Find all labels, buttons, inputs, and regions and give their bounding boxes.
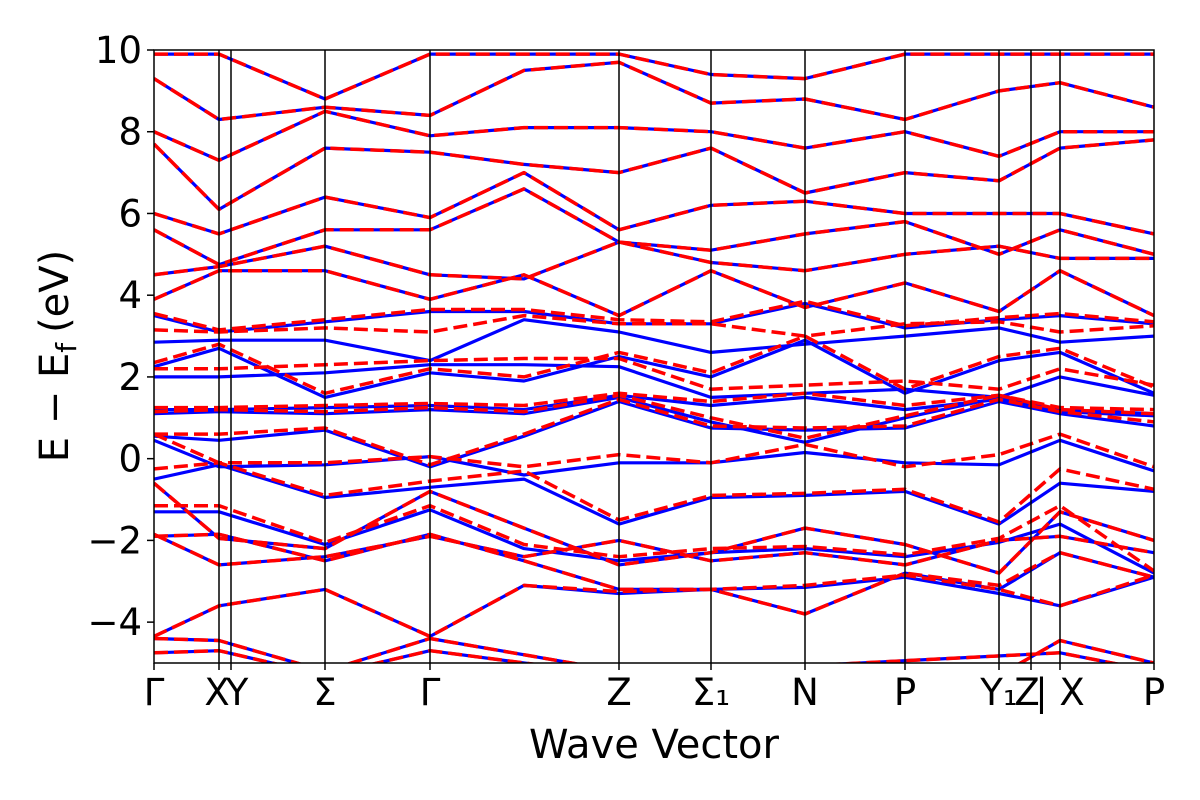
y-tick-label-7: 10 <box>95 29 142 72</box>
band-line-1-14 <box>154 313 1154 338</box>
x-tick-label-3: Σ <box>313 671 336 714</box>
band-line-1-17 <box>154 240 1154 281</box>
x-tick-label-0: Γ <box>144 671 165 714</box>
band-line-1-11 <box>154 391 1154 412</box>
band-line-1-15 <box>154 299 1154 332</box>
band-line-1-6 <box>154 481 1154 575</box>
band-line-1-8 <box>154 432 1154 469</box>
band-line-1-3 <box>154 532 1154 616</box>
x-tick-label-8: P <box>894 671 916 714</box>
x-tick-label-12: P <box>1143 671 1165 714</box>
band-line-1-4 <box>154 532 1154 567</box>
y-tick-label-3: 2 <box>118 356 142 399</box>
band-line-1-23 <box>154 52 1154 101</box>
band-line-0-5 <box>154 508 1154 575</box>
x-tick-label-11: | X <box>1035 671 1085 714</box>
x-tick-label-6: Σ₁ <box>692 671 730 714</box>
x-tick-label-9: Y₁ <box>979 671 1017 714</box>
band-line-1-13 <box>154 334 1154 396</box>
y-tick-label-1: −2 <box>87 519 142 562</box>
band-line-1-12 <box>154 356 1154 391</box>
y-axis-title-subscript: f <box>50 342 83 353</box>
x-tick-label-1: X <box>204 671 229 714</box>
band-line-0-20 <box>154 138 1154 211</box>
x-tick-label-2: Y <box>225 671 249 714</box>
band-line-0-8 <box>154 438 1154 477</box>
bands-layer <box>154 52 1154 663</box>
band-line-1-9 <box>154 397 1154 467</box>
band-line-1-19 <box>154 170 1154 236</box>
y-tick-label-5: 6 <box>118 192 142 235</box>
kpoint-divider-lines <box>218 50 1061 663</box>
band-line-1-21 <box>154 109 1154 163</box>
x-tick-label-4: Γ <box>420 671 441 714</box>
x-tick-label-5: Z <box>606 671 631 714</box>
band-line-1-7 <box>154 461 1154 524</box>
plot-frame <box>153 49 1155 664</box>
band-line-0-14 <box>154 318 1154 363</box>
band-line-0-13 <box>154 338 1154 399</box>
dashed-red-bands <box>154 52 1154 663</box>
y-axis-title-main: E − E <box>32 353 78 463</box>
band-line-0-9 <box>154 399 1154 469</box>
x-axis-title: Wave Vector <box>529 722 780 768</box>
y-tick-label-6: 8 <box>118 111 142 154</box>
y-tick-label-4: 4 <box>118 274 142 317</box>
y-axis-ticks: −4 −2 0 2 4 6 8 10 <box>87 29 154 644</box>
y-axis-title: E − Ef (eV) <box>32 250 83 463</box>
band-line-1-18 <box>154 187 1154 267</box>
y-tick-label-2: 0 <box>118 438 142 481</box>
band-line-0-0 <box>154 636 1154 663</box>
x-tick-label-7: N <box>791 671 819 714</box>
band-line-1-22 <box>154 60 1154 122</box>
y-axis-title-unit: (eV) <box>32 250 78 333</box>
band-line-0-12 <box>154 363 1154 399</box>
band-line-1-5 <box>154 503 1154 573</box>
y-tick-label-0: −4 <box>87 601 142 644</box>
band-line-1-10 <box>154 393 1154 440</box>
band-line-1-16 <box>154 268 1154 318</box>
band-line-0-7 <box>154 463 1154 526</box>
x-tick-label-10: Z <box>1014 671 1039 714</box>
